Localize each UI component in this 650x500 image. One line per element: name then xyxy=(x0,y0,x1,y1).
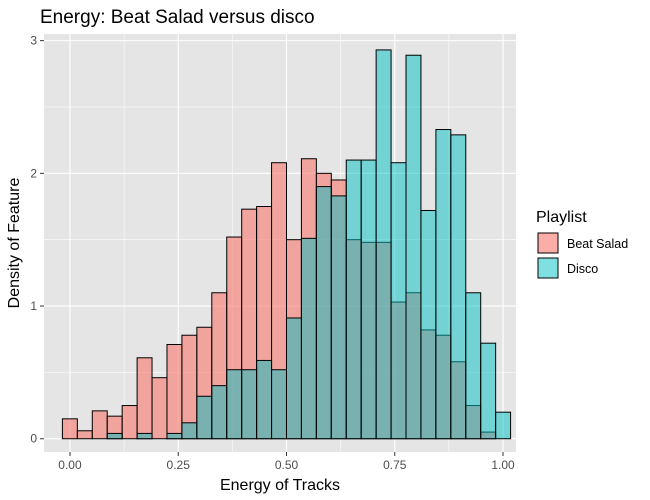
legend-key-disco xyxy=(537,257,559,279)
x-tick-label: 0.75 xyxy=(383,458,407,472)
legend-label-disco: Disco xyxy=(567,262,598,276)
bar-beat-salad xyxy=(151,377,168,440)
bar-disco xyxy=(256,359,273,440)
bar-disco xyxy=(495,411,512,440)
y-tick-label: 3 xyxy=(30,34,37,48)
x-tick-label: 0.50 xyxy=(275,458,299,472)
bar-disco xyxy=(241,369,258,440)
histogram-bars xyxy=(61,49,512,440)
y-axis-title: Density of Feature xyxy=(6,178,23,309)
bar-beat-salad xyxy=(76,430,93,440)
y-tick-label: 0 xyxy=(30,432,37,446)
y-tick-label: 2 xyxy=(30,166,37,180)
bar-beat-salad xyxy=(61,418,78,440)
bar-disco xyxy=(390,162,407,440)
bar-disco xyxy=(226,369,243,440)
bar-disco xyxy=(420,209,437,440)
bar-beat-salad xyxy=(166,344,183,440)
x-axis-title: Energy of Tracks xyxy=(220,477,340,494)
bar-disco xyxy=(480,342,497,440)
x-tick-label: 0.25 xyxy=(167,458,191,472)
bar-disco xyxy=(136,432,153,440)
bar-disco xyxy=(166,432,183,440)
bar-disco xyxy=(271,369,287,440)
bar-disco xyxy=(211,385,228,440)
legend-key-beat-salad xyxy=(537,232,559,254)
legend-title: Playlist xyxy=(536,209,587,226)
bar-disco xyxy=(375,49,392,440)
x-tick-label: 0.00 xyxy=(58,458,82,472)
bar-disco xyxy=(405,54,422,440)
bar-disco xyxy=(435,129,452,440)
bar-disco xyxy=(315,186,332,440)
bar-disco xyxy=(106,432,123,440)
bar-beat-salad xyxy=(121,405,138,440)
legend: Playlist Beat Salad Disco xyxy=(536,209,628,279)
bar-disco xyxy=(196,395,213,440)
y-tick-label: 1 xyxy=(30,299,37,313)
bar-beat-salad xyxy=(136,357,153,440)
legend-label-beat-salad: Beat Salad xyxy=(567,237,628,251)
bar-beat-salad xyxy=(91,410,108,440)
bar-disco xyxy=(181,422,198,440)
bar-disco xyxy=(465,292,482,440)
bar-disco xyxy=(360,159,377,440)
bar-disco xyxy=(450,134,467,440)
bar-disco xyxy=(330,195,347,440)
bar-disco xyxy=(345,159,362,440)
bar-disco xyxy=(285,317,302,440)
chart-title: Energy: Beat Salad versus disco xyxy=(40,7,315,28)
bar-disco xyxy=(300,237,317,440)
x-axis-ticks: 0.00 0.25 0.50 0.75 1.00 xyxy=(58,452,515,472)
x-tick-label: 1.00 xyxy=(491,458,515,472)
y-axis-ticks: 0 1 2 3 xyxy=(30,34,44,446)
